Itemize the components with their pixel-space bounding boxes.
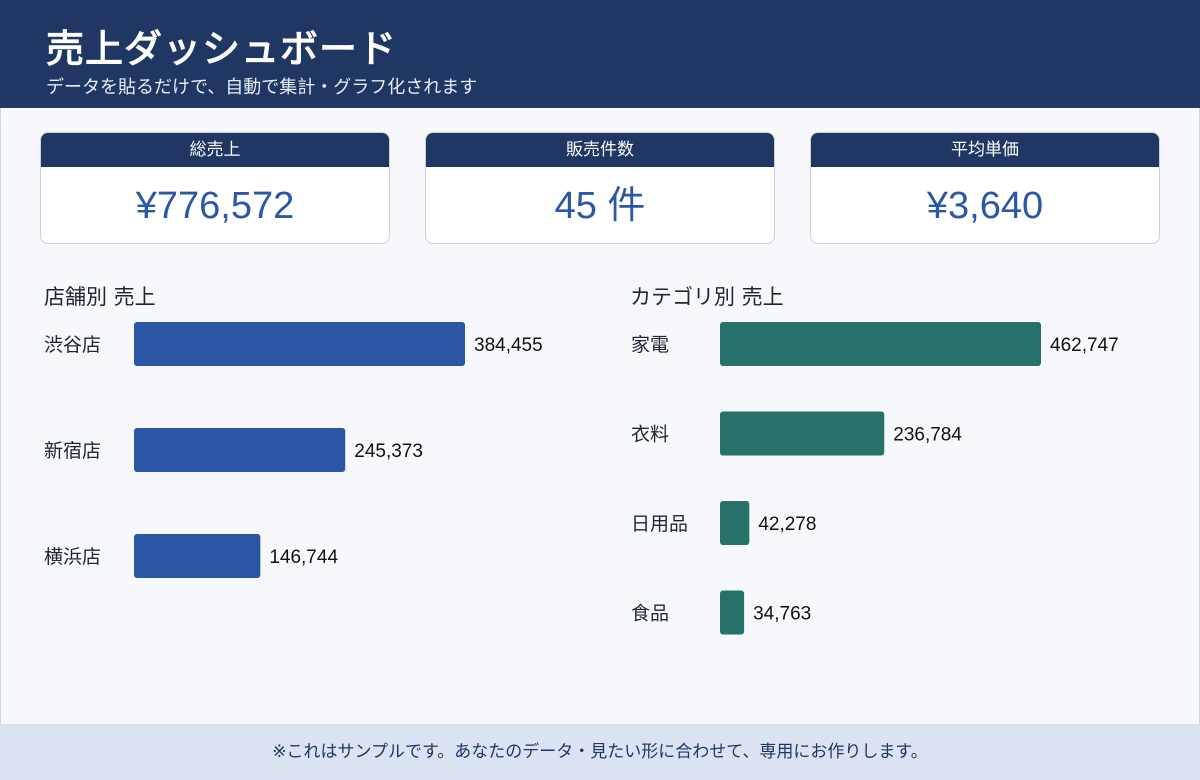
- kpi-order-count-label: 販売件数: [426, 133, 774, 167]
- category-label: 新宿店: [44, 440, 101, 462]
- page-subtitle: データを貼るだけで、自動で集計・グラフ化されます: [46, 77, 478, 98]
- category-label: 衣料: [631, 424, 669, 446]
- value-label: 462,747: [1050, 335, 1119, 356]
- value-label: 146,744: [269, 547, 338, 568]
- category-sales-chart: 家電 462,747 衣料 236,784 日用品 42,278 食品 34,763: [631, 322, 1119, 635]
- bar: [720, 411, 885, 456]
- kpi-order-count-card: 販売件数 45 件: [425, 132, 775, 244]
- bar: [720, 501, 750, 545]
- bar: [720, 322, 1041, 366]
- bar: [134, 322, 465, 366]
- bar: [134, 534, 261, 578]
- kpi-order-count-value: 45 件: [554, 185, 646, 227]
- dashboard-header: 売上ダッシュボード データを貼るだけで、自動で集計・グラフ化されます: [0, 0, 1200, 108]
- category-label: 家電: [631, 334, 669, 356]
- kpi-total-sales-value: ¥776,572: [135, 185, 295, 227]
- bar: [720, 590, 745, 635]
- kpi-average-price-value: ¥3,640: [926, 185, 1044, 227]
- store-chart-title: 店舗別 売上: [44, 285, 156, 309]
- value-label: 236,784: [893, 425, 962, 446]
- category-label: 渋谷店: [44, 334, 101, 356]
- bar: [134, 428, 346, 472]
- category-label: 食品: [631, 603, 669, 625]
- footer-note: ※これはサンプルです。あなたのデータ・見たい形に合わせて、専用にお作りします。: [0, 724, 1200, 780]
- category-label: 横浜店: [44, 546, 101, 568]
- kpi-total-sales-label: 総売上: [41, 133, 389, 167]
- value-label: 42,278: [758, 514, 816, 535]
- kpi-average-price-card: 平均単価 ¥3,640: [810, 132, 1160, 244]
- value-label: 34,763: [753, 604, 811, 625]
- value-label: 245,373: [354, 441, 423, 462]
- page-title: 売上ダッシュボード: [46, 27, 398, 71]
- value-label: 384,455: [474, 335, 543, 356]
- kpi-total-sales-card: 総売上 ¥776,572: [40, 132, 390, 244]
- store-sales-chart: 渋谷店 384,455 新宿店 245,373 横浜店 146,744: [44, 322, 543, 578]
- category-chart-title: カテゴリ別 売上: [630, 285, 784, 309]
- category-label: 日用品: [631, 514, 688, 535]
- kpi-average-price-label: 平均単価: [811, 133, 1159, 167]
